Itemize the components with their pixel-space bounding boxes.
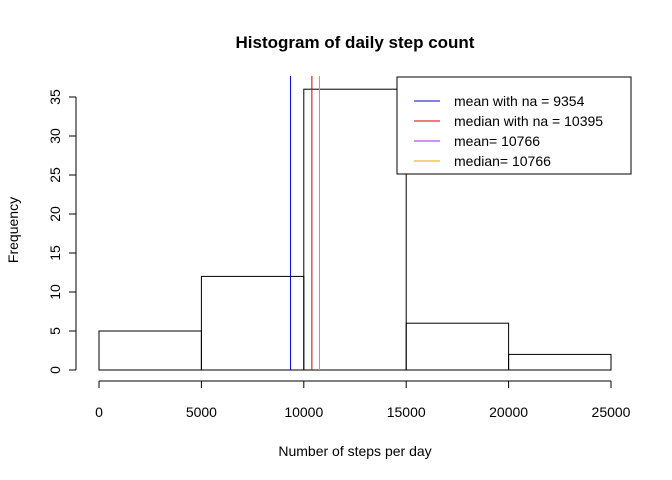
legend-label-2: mean= 10766 (454, 133, 540, 149)
histogram-bar-0 (98, 330, 202, 371)
y-tick-label-7: 35 (47, 89, 63, 105)
y-axis-label: Frequency (5, 197, 21, 263)
y-tick-label-1: 5 (47, 327, 63, 335)
x-tick-label-0: 0 (95, 404, 103, 420)
x-tick-label-4: 20000 (489, 404, 528, 420)
x-axis: 0 5000 10000 15000 20000 25000 (95, 380, 631, 420)
x-tick-label-2: 10000 (284, 404, 323, 420)
histogram-bars (98, 88, 612, 371)
x-tick-label-3: 15000 (387, 404, 426, 420)
x-tick-label-5: 25000 (592, 404, 631, 420)
y-tick-label-2: 10 (47, 284, 63, 300)
histogram-bar-1 (200, 275, 305, 371)
y-axis: 0 5 10 15 20 25 30 35 (47, 89, 77, 374)
reference-lines (290, 76, 320, 370)
x-tick-label-1: 5000 (186, 404, 217, 420)
legend-label-0: mean with na = 9354 (454, 93, 585, 109)
y-tick-label-6: 30 (47, 128, 63, 144)
x-axis-label: Number of steps per day (278, 443, 431, 459)
chart-title: Histogram of daily step count (236, 33, 475, 52)
histogram-bar-4 (508, 353, 612, 371)
legend-box (396, 76, 632, 175)
y-tick-label-4: 20 (47, 206, 63, 222)
histogram-bar-2 (303, 88, 407, 371)
legend: mean with na = 9354 median with na = 1039… (396, 76, 632, 175)
legend-label-3: median= 10766 (454, 153, 551, 169)
legend-label-1: median with na = 10395 (454, 113, 603, 129)
y-tick-label-0: 0 (47, 366, 63, 374)
histogram-bar-3 (405, 322, 510, 371)
y-tick-label-5: 25 (47, 167, 63, 183)
y-tick-label-3: 15 (47, 245, 63, 261)
